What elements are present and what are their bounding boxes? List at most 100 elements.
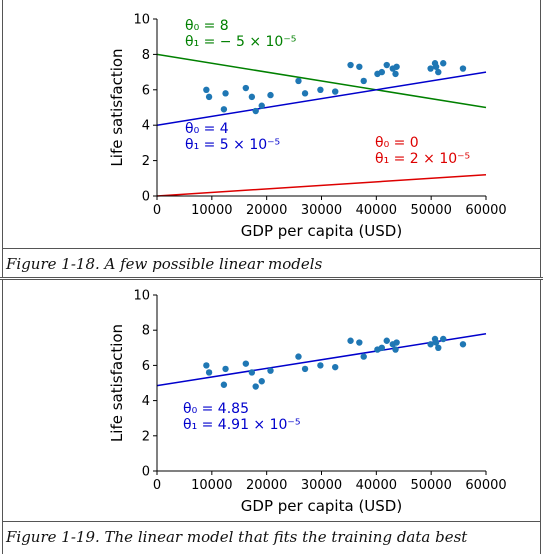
figure-frame-1 — [2, 0, 541, 277]
x-tick-label: 30000 — [301, 203, 342, 218]
line-annotation-theta1: θ₁ = 5 × 10⁻⁵ — [185, 137, 280, 153]
line-annotation-theta0: θ₀ = 4 — [185, 121, 229, 137]
data-point — [432, 63, 440, 70]
data-point — [432, 339, 440, 346]
line-annotation-theta1: θ₁ = 2 × 10⁻⁵ — [375, 151, 470, 167]
data-point — [435, 68, 442, 76]
data-point — [222, 90, 229, 97]
y-tick-label: 10 — [133, 13, 150, 28]
y-tick-label: 0 — [142, 190, 150, 205]
chart-linear-models: 0 10000 20000 30000 40000 50000 60000 0 2 4 6 8 10 GD… — [108, 13, 507, 241]
data-point — [220, 106, 228, 113]
data-point — [248, 93, 256, 101]
data-point — [267, 367, 274, 374]
x-tick-label: 50000 — [410, 203, 451, 218]
x-tick-label: 20000 — [246, 478, 287, 493]
y-axis-label: Life satisfaction — [108, 324, 126, 442]
data-point — [301, 365, 309, 373]
data-point — [252, 383, 259, 390]
data-point — [295, 77, 302, 85]
y-tick-label: 10 — [133, 289, 150, 304]
line-annotation-theta0: θ₀ = 4.85 — [183, 401, 249, 417]
y-tick-label: 0 — [142, 465, 150, 480]
data-point — [440, 60, 447, 67]
y-tick-label: 4 — [142, 119, 150, 134]
line-annotation-theta0: θ₀ = 0 — [375, 135, 419, 151]
x-tick-label: 10000 — [191, 478, 232, 493]
data-point — [459, 341, 467, 348]
x-tick-label: 30000 — [301, 478, 342, 493]
data-point — [203, 86, 210, 94]
caption-divider-1 — [2, 248, 541, 249]
x-tick-label: 40000 — [356, 478, 397, 493]
data-point — [332, 88, 339, 95]
figure-panel-1: 0 10000 20000 30000 40000 50000 60000 0 2 4 6 8 10 GD… — [0, 0, 543, 278]
data-point — [332, 363, 339, 371]
y-tick-label: 4 — [142, 394, 150, 409]
model-line-2 — [156, 71, 487, 126]
data-point — [459, 65, 467, 72]
data-point — [356, 63, 363, 70]
x-tick-label: 10000 — [191, 203, 232, 218]
line-annotation-theta1: θ₁ = − 5 × 10⁻⁵ — [185, 34, 296, 50]
figure-frame-2 — [2, 280, 541, 554]
data-point — [242, 84, 250, 92]
x-tick-label: 50000 — [410, 478, 451, 493]
data-point — [205, 369, 213, 376]
data-point — [360, 77, 367, 85]
data-point — [393, 63, 400, 70]
data-point — [248, 369, 256, 376]
data-point — [317, 86, 324, 94]
data-point — [258, 102, 265, 109]
data-point — [222, 365, 229, 373]
x-tick-label: 60000 — [465, 203, 506, 218]
figure-caption-1: Figure 1-18. A few possible linear model… — [6, 255, 323, 273]
data-point — [317, 362, 324, 369]
y-tick-label: 6 — [142, 359, 150, 374]
data-point — [347, 61, 354, 69]
data-point — [378, 68, 386, 76]
x-tick-label: 0 — [153, 203, 161, 218]
data-point — [383, 337, 390, 344]
data-point — [392, 346, 399, 353]
data-point — [378, 344, 386, 351]
data-point — [205, 93, 213, 101]
data-point — [356, 339, 363, 346]
line-annotation-theta0: θ₀ = 8 — [185, 18, 229, 34]
data-point — [203, 362, 210, 369]
x-tick-label: 40000 — [356, 203, 397, 218]
data-point — [301, 90, 309, 97]
x-tick-label: 60000 — [465, 478, 506, 493]
model-line-3 — [156, 174, 487, 197]
x-tick-label: 20000 — [246, 203, 287, 218]
y-tick-label: 6 — [142, 83, 150, 98]
x-tick-label: 0 — [153, 478, 161, 493]
y-tick-label: 2 — [142, 154, 150, 169]
x-axis-label: GDP per capita (USD) — [241, 497, 402, 515]
caption-divider-2 — [2, 521, 541, 522]
data-point — [427, 65, 434, 72]
y-axis-label: Life satisfaction — [108, 48, 126, 166]
data-point — [242, 360, 250, 367]
chart-best-fit-model: 0 10000 20000 30000 40000 50000 60000 0 2 4 6 8 10 GD… — [108, 289, 507, 516]
figure-caption-2: Figure 1-19. The linear model that fits … — [6, 528, 468, 546]
figure-panel-2: 0 10000 20000 30000 40000 50000 60000 0 2 4 6 8 10 GD… — [0, 279, 543, 555]
data-point — [360, 353, 367, 360]
y-tick-label: 2 — [142, 429, 150, 444]
data-point — [440, 335, 447, 343]
data-point — [435, 344, 442, 351]
data-point — [383, 61, 390, 69]
line-annotation-theta1: θ₁ = 4.91 × 10⁻⁵ — [183, 417, 300, 433]
data-point — [267, 91, 274, 99]
data-point — [392, 70, 399, 78]
data-point — [393, 339, 400, 346]
data-point — [252, 107, 259, 115]
data-point — [427, 341, 434, 348]
data-point — [258, 378, 265, 385]
data-point — [347, 337, 354, 344]
data-point — [220, 381, 228, 388]
data-point — [295, 353, 302, 360]
x-axis-label: GDP per capita (USD) — [241, 222, 402, 240]
model-line-1 — [156, 53, 487, 109]
y-tick-label: 8 — [142, 324, 150, 339]
